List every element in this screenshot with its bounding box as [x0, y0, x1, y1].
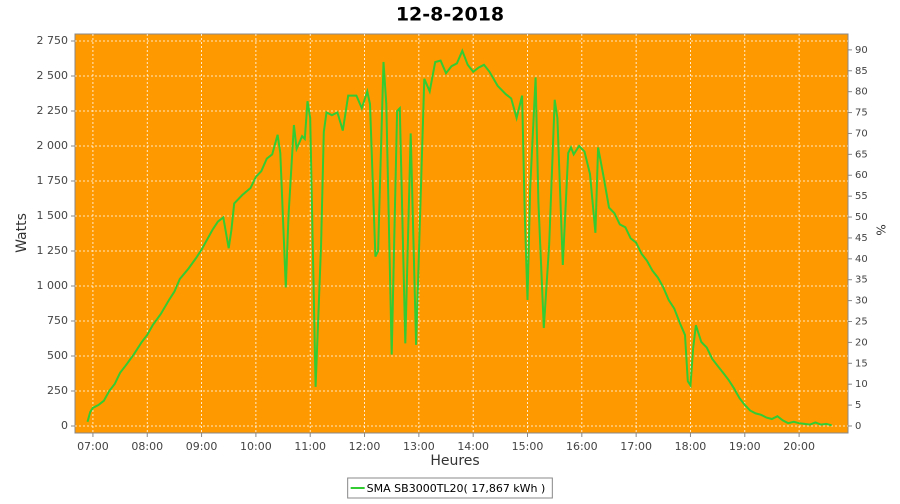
chart-title: 12-8-2018 [396, 4, 504, 26]
y-tick-label: 2 000 [37, 139, 69, 152]
x-tick-label: 11:00 [294, 440, 326, 453]
x-tick-label: 18:00 [675, 440, 707, 453]
legend: SMA SB3000TL20( 17,867 kWh ) [347, 477, 553, 499]
y2-tick-label: 20 [855, 337, 868, 348]
y-tick-label: 250 [47, 384, 68, 397]
y-tick-label: 750 [47, 314, 68, 327]
x-tick-label: 12:00 [349, 440, 381, 453]
y2-tick-label: 55 [855, 191, 868, 202]
y2-tick-label: 90 [855, 45, 868, 56]
x-tick-label: 16:00 [566, 440, 598, 453]
x-tick-label: 13:00 [403, 440, 435, 453]
y2-tick-label: 60 [855, 170, 868, 181]
y2-tick-label: 70 [855, 128, 868, 139]
y-axis-label: Watts [14, 213, 30, 253]
y-tick-label: 0 [61, 419, 68, 432]
plot-area [74, 33, 849, 434]
y-tick-label: 2 500 [37, 69, 69, 82]
x-tick-label: 20:00 [783, 440, 815, 453]
x-tick-label: 07:00 [77, 440, 109, 453]
y2-tick-label: 85 [855, 66, 868, 77]
y2-tick-label: 15 [855, 358, 868, 369]
y2-tick-label: 10 [855, 379, 868, 390]
y2-tick-label: 75 [855, 108, 868, 119]
x-tick-label: 10:00 [240, 440, 272, 453]
y-tick-label: 500 [47, 349, 68, 362]
x-tick-label: 15:00 [512, 440, 544, 453]
y-tick-label: 1 750 [37, 174, 69, 187]
series-line [86, 48, 832, 427]
y2-tick-label: 50 [855, 212, 868, 223]
y-tick-label: 1 500 [37, 209, 69, 222]
x-tick-label: 14:00 [457, 440, 489, 453]
y-tick-label: 2 750 [37, 34, 69, 47]
y2-tick-label: 30 [855, 296, 868, 307]
y-tick-label: 1 250 [37, 244, 69, 257]
y-tick-label: 2 250 [37, 104, 69, 117]
y2-tick-label: 80 [855, 87, 868, 98]
y-tick-label: 1 000 [37, 279, 69, 292]
y2-tick-label: 65 [855, 149, 868, 160]
y2-tick-label: 0 [855, 421, 861, 432]
x-tick-label: 17:00 [620, 440, 652, 453]
x-tick-label: 19:00 [729, 440, 761, 453]
y2-tick-label: 35 [855, 275, 868, 286]
x-tick-label: 08:00 [131, 440, 163, 453]
x-axis-label: Heures [430, 453, 479, 469]
y2-axis-label: % [874, 224, 888, 235]
y2-tick-label: 40 [855, 254, 868, 265]
y2-tick-label: 5 [855, 400, 861, 411]
x-tick-label: 09:00 [186, 440, 218, 453]
legend-label: SMA SB3000TL20( 17,867 kWh ) [367, 482, 546, 495]
legend-box [347, 477, 553, 499]
y2-tick-label: 45 [855, 233, 868, 244]
y2-tick-label: 25 [855, 317, 868, 328]
